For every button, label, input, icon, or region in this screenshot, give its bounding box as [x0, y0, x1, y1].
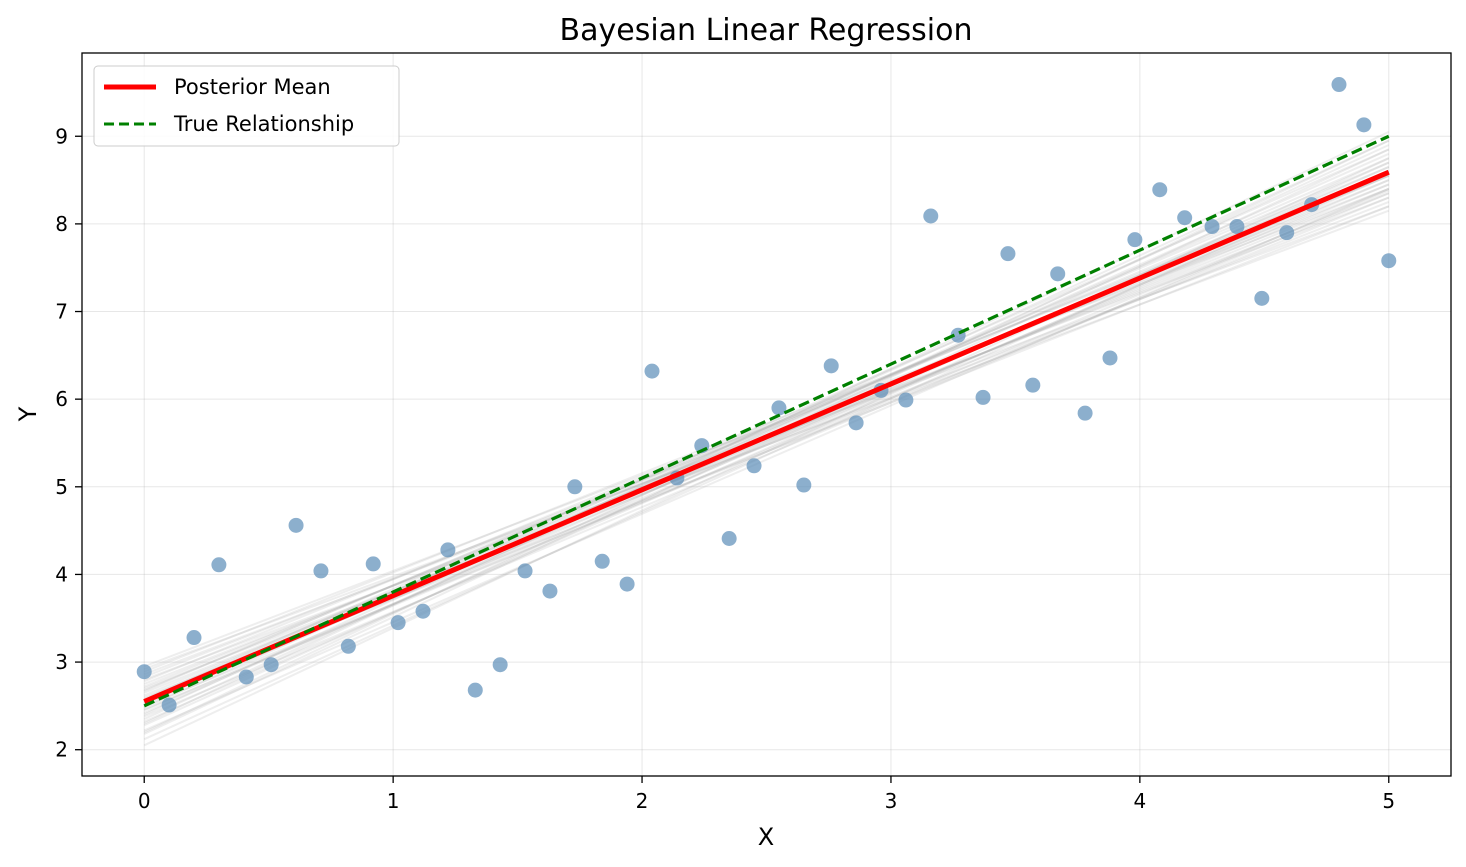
data-point [1331, 77, 1347, 93]
posterior-sample-line [143, 209, 1390, 681]
posterior-sample-line [143, 139, 1390, 716]
x-tick-label: 1 [387, 789, 400, 813]
data-point [1102, 350, 1118, 366]
data-point [746, 458, 762, 474]
y-tick-label: 3 [55, 650, 68, 674]
x-tick-label: 3 [885, 789, 898, 813]
data-point [161, 697, 177, 713]
data-point [1127, 232, 1143, 248]
data-point [288, 517, 304, 533]
axis-ticks: 0 1 2 3 4 5 2 3 4 5 6 7 8 9 [55, 124, 1395, 813]
posterior-sample-line [143, 148, 1390, 735]
data-point [923, 208, 939, 224]
data-point [594, 553, 610, 569]
data-point [415, 603, 431, 619]
data-point [567, 479, 583, 495]
data-point [340, 638, 356, 654]
true-relationship-line [143, 134, 1390, 708]
data-point [440, 542, 456, 558]
plot-frame [81, 52, 1452, 777]
data-point [467, 682, 483, 698]
data-point [721, 531, 737, 547]
y-tick-label: 7 [55, 300, 68, 324]
data-point [211, 557, 227, 573]
legend-label-posterior-mean: Posterior Mean [174, 75, 331, 99]
posterior-sample-line [143, 189, 1390, 711]
data-point [1177, 210, 1193, 226]
x-tick-label: 0 [138, 789, 151, 813]
posterior-sample-line [143, 192, 1390, 718]
legend-box [93, 65, 400, 147]
data-point [848, 415, 864, 431]
data-point [542, 583, 558, 599]
posterior-sample-line [143, 170, 1390, 683]
y-tick-label: 2 [55, 738, 68, 762]
posterior-sample-line [143, 196, 1390, 707]
y-tick-label: 4 [55, 562, 68, 586]
data-point [619, 576, 635, 592]
data-point [1204, 219, 1220, 235]
data-point [1025, 377, 1041, 393]
data-point [1050, 266, 1066, 282]
data-point [238, 669, 254, 685]
data-point [1254, 290, 1270, 306]
data-point [823, 358, 839, 374]
data-point [365, 556, 381, 572]
data-point [186, 630, 202, 646]
posterior-sample-line [143, 144, 1390, 720]
data-point [1077, 405, 1093, 421]
posterior-sample-line [143, 187, 1390, 668]
legend: Posterior Mean True Relationship [93, 65, 400, 147]
x-axis-label: X [758, 823, 774, 851]
data-point [1152, 182, 1168, 198]
data-point [390, 615, 406, 631]
data-point [644, 363, 660, 379]
y-tick-label: 9 [55, 124, 68, 148]
data-point [263, 657, 279, 673]
data-point [517, 563, 533, 579]
data-point [796, 477, 812, 493]
posterior-sample-line [143, 179, 1390, 712]
x-tick-label: 4 [1133, 789, 1146, 813]
y-axis-label: Y [14, 406, 42, 422]
posterior-sample-line [143, 161, 1390, 692]
data-point [975, 389, 991, 405]
y-tick-label: 6 [55, 387, 68, 411]
posterior-sample-line [143, 183, 1390, 678]
posterior-sample-line [143, 187, 1390, 694]
data-point [313, 563, 329, 579]
fit-lines [143, 134, 1390, 708]
posterior-sample-line [143, 161, 1390, 727]
data-point [898, 392, 914, 408]
posterior-sample-line [143, 201, 1390, 690]
y-tick-label: 5 [55, 475, 68, 499]
posterior-mean-line [143, 169, 1390, 704]
y-tick-label: 8 [55, 212, 68, 236]
chart-title: Bayesian Linear Regression [560, 13, 973, 48]
posterior-sample-line [143, 179, 1390, 688]
data-point [1000, 246, 1016, 262]
data-point [1356, 117, 1372, 133]
legend-label-true-relationship: True Relationship [173, 112, 354, 136]
x-tick-label: 2 [636, 789, 649, 813]
data-point [1381, 253, 1397, 269]
data-point [771, 400, 787, 416]
posterior-sample-line [143, 148, 1390, 700]
data-point [1279, 225, 1295, 241]
data-point [136, 664, 152, 680]
posterior-sample-line [143, 166, 1390, 692]
posterior-sample-line [143, 174, 1390, 723]
data-point [492, 657, 508, 673]
x-tick-label: 5 [1382, 789, 1395, 813]
data-point [1229, 219, 1245, 235]
